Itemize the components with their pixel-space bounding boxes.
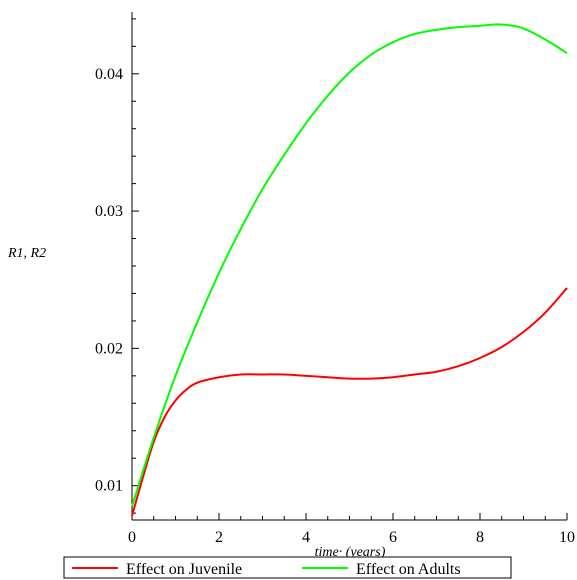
y-tick-label: 0.03 <box>95 203 123 220</box>
x-tick-label: 2 <box>215 529 223 546</box>
x-tick-label: 0 <box>128 529 136 546</box>
x-tick-label: 10 <box>559 529 575 546</box>
series-line-juvenile <box>131 287 568 517</box>
x-axis-label: time· (years) <box>315 545 386 560</box>
series-line-adults <box>131 23 568 507</box>
y-axis-label: R1, R2 <box>7 246 46 261</box>
x-tick-label: 4 <box>302 529 310 546</box>
y-tick-label: 0.04 <box>95 66 123 83</box>
y-tick-label: 0.02 <box>95 340 123 357</box>
x-tick-label: 6 <box>389 529 397 546</box>
legend: Effect on Juvenile Effect on Adults <box>63 556 512 579</box>
series-group <box>131 23 568 517</box>
axes-group <box>131 12 567 521</box>
x-tick-label: 8 <box>476 529 484 546</box>
tick-group: 0 2 4 6 8 10 0.01 0.02 0.03 0.04 <box>95 18 575 546</box>
legend-label-juvenile: Effect on Juvenile <box>126 561 242 578</box>
legend-label-adults: Effect on Adults <box>356 561 461 578</box>
legend-box <box>63 556 512 579</box>
y-tick-label: 0.01 <box>95 478 123 495</box>
